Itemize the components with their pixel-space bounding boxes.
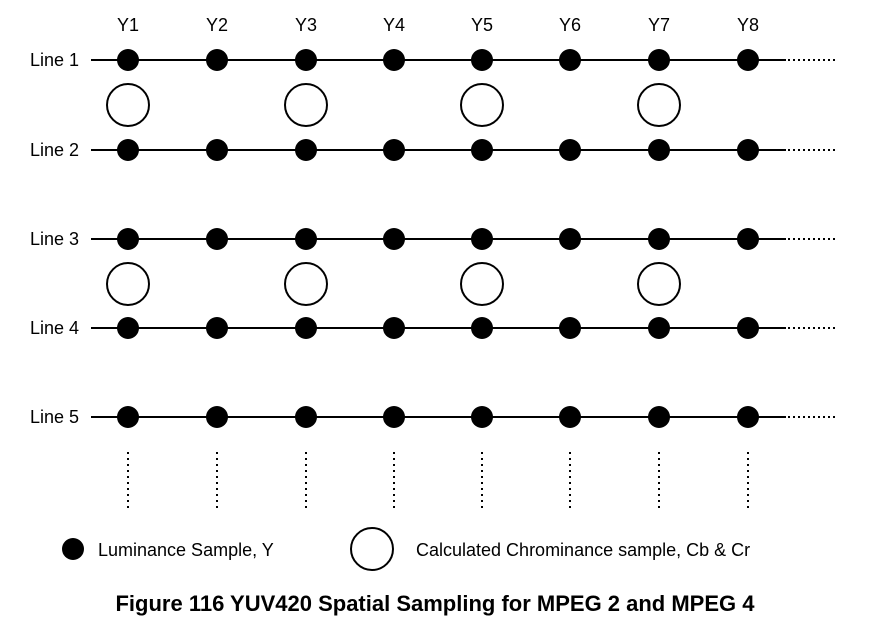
chrominance-sample-pair-2-y3 — [284, 262, 328, 306]
luminance-sample-line-5-y3 — [295, 406, 317, 428]
luminance-sample-line-3-y7 — [648, 228, 670, 250]
luminance-sample-line-5-y5 — [471, 406, 493, 428]
figure-caption: Figure 116 YUV420 Spatial Sampling for M… — [115, 591, 755, 616]
luminance-sample-line-1-y3 — [295, 49, 317, 71]
column-header-y7: Y7 — [648, 15, 670, 35]
row-labels: Line 1 Line 2 Line 3 Line 4 Line 5 — [30, 50, 79, 427]
luminance-sample-line-5-y1 — [117, 406, 139, 428]
column-header-y6: Y6 — [559, 15, 581, 35]
luminance-sample-line-4-y2 — [206, 317, 228, 339]
column-header-y4: Y4 — [383, 15, 405, 35]
luminance-sample-line-1-y8 — [737, 49, 759, 71]
luminance-sample-line-5-y2 — [206, 406, 228, 428]
luminance-sample-line-3-y5 — [471, 228, 493, 250]
luminance-sample-line-3-y8 — [737, 228, 759, 250]
luminance-sample-line-1-y2 — [206, 49, 228, 71]
luminance-sample-line-1-y6 — [559, 49, 581, 71]
chrominance-sample-pair-2-y5 — [460, 262, 504, 306]
luminance-sample-line-1-y7 — [648, 49, 670, 71]
chrominance-sample-pair-1-y7 — [637, 83, 681, 127]
legend-chrominance-label: Calculated Chrominance sample, Cb & Cr — [416, 540, 750, 560]
column-header-y2: Y2 — [206, 15, 228, 35]
column-headers: Y1 Y2 Y3 Y4 Y5 Y6 Y7 Y8 — [117, 15, 759, 35]
luminance-sample-line-4-y4 — [383, 317, 405, 339]
luminance-sample-line-2-y5 — [471, 139, 493, 161]
luminance-sample-line-2-y7 — [648, 139, 670, 161]
row-label-line-1: Line 1 — [30, 50, 79, 70]
luminance-sample-line-2-y6 — [559, 139, 581, 161]
chrominance-sample-pair-2-y7 — [637, 262, 681, 306]
luminance-sample-line-1-y1 — [117, 49, 139, 71]
luminance-sample-line-2-y3 — [295, 139, 317, 161]
luminance-sample-line-5-y6 — [559, 406, 581, 428]
luminance-sample-line-4-y7 — [648, 317, 670, 339]
legend-luminance-icon — [62, 538, 84, 560]
luminance-sample-line-2-y8 — [737, 139, 759, 161]
luminance-sample-line-2-y1 — [117, 139, 139, 161]
luminance-sample-line-3-y3 — [295, 228, 317, 250]
column-header-y1: Y1 — [117, 15, 139, 35]
chrominance-sample-pair-1-y3 — [284, 83, 328, 127]
luminance-sample-line-2-y2 — [206, 139, 228, 161]
chrominance-sample-pair-2-y1 — [106, 262, 150, 306]
row-label-line-2: Line 2 — [30, 140, 79, 160]
row-label-line-4: Line 4 — [30, 318, 79, 338]
legend: Luminance Sample, Y Calculated Chrominan… — [62, 527, 750, 571]
luminance-sample-line-2-y4 — [383, 139, 405, 161]
luminance-sample-line-3-y2 — [206, 228, 228, 250]
column-header-y8: Y8 — [737, 15, 759, 35]
luminance-sample-line-5-y8 — [737, 406, 759, 428]
luminance-sample-line-3-y6 — [559, 228, 581, 250]
luminance-sample-line-4-y6 — [559, 317, 581, 339]
luminance-sample-line-4-y8 — [737, 317, 759, 339]
luminance-sample-line-1-y5 — [471, 49, 493, 71]
luminance-sample-line-4-y3 — [295, 317, 317, 339]
chrominance-sample-pair-1-y5 — [460, 83, 504, 127]
luminance-sample-line-3-y4 — [383, 228, 405, 250]
sampling-grid — [91, 49, 838, 508]
column-header-y5: Y5 — [471, 15, 493, 35]
legend-chrominance-icon — [350, 527, 394, 571]
legend-luminance-label: Luminance Sample, Y — [98, 540, 274, 560]
luminance-sample-line-4-y5 — [471, 317, 493, 339]
luminance-sample-line-5-y7 — [648, 406, 670, 428]
luminance-sample-line-3-y1 — [117, 228, 139, 250]
column-header-y3: Y3 — [295, 15, 317, 35]
luminance-sample-line-1-y4 — [383, 49, 405, 71]
row-label-line-5: Line 5 — [30, 407, 79, 427]
row-label-line-3: Line 3 — [30, 229, 79, 249]
chrominance-sample-pair-1-y1 — [106, 83, 150, 127]
luminance-sample-line-5-y4 — [383, 406, 405, 428]
luminance-sample-line-4-y1 — [117, 317, 139, 339]
